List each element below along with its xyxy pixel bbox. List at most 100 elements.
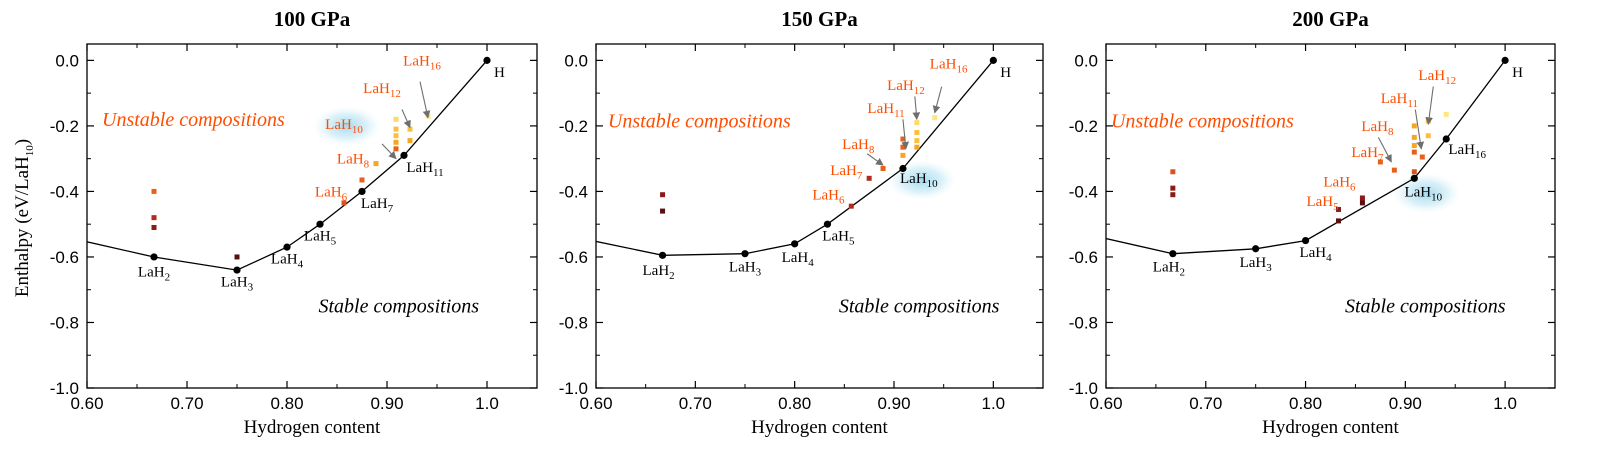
unstable-point xyxy=(359,177,365,183)
unstable-point-label-base: LaH xyxy=(1381,91,1408,107)
stable-point-label-sub: 2 xyxy=(1179,267,1185,279)
stable-point xyxy=(1410,174,1418,182)
stable-point-label-base: LaH xyxy=(1153,260,1180,276)
unstable-point-label-sub: 16 xyxy=(956,64,968,76)
unstable-point-label-base: LaH xyxy=(325,117,352,133)
x-tick-label: 1.0 xyxy=(475,394,499,413)
x-tick-label: 1.0 xyxy=(1493,394,1517,413)
unstable-point xyxy=(1411,134,1417,140)
y-tick-label: -0.6 xyxy=(50,248,79,267)
unstable-point-label-base: LaH xyxy=(830,163,857,179)
unstable-point-label-sub: 11 xyxy=(894,108,905,120)
unstable-point-label-sub: 8 xyxy=(869,144,875,156)
stable-point-label-base: LaH xyxy=(822,229,849,245)
panel-100gpa: 100 GPa 0.60 0.70 0.80 0.90 1.0 0.0 -0.2 -0.4 -0.… xyxy=(50,7,538,438)
unstable-point xyxy=(407,138,413,144)
unstable-point-label-sub: 6 xyxy=(1350,182,1356,194)
unstable-point-label-sub: 8 xyxy=(1388,126,1394,138)
y-tick-label: -0.2 xyxy=(50,117,79,136)
stable-point-label: LaH5 xyxy=(304,229,337,248)
y-tick-label: 0.0 xyxy=(564,51,588,70)
unstable-point-label: LaH8 xyxy=(842,137,875,156)
unstable-point xyxy=(1411,123,1417,129)
stable-point xyxy=(316,220,324,228)
stable-point-label: LaH4 xyxy=(782,250,815,269)
annotation-arrow xyxy=(1425,86,1434,126)
unstable-point xyxy=(914,144,920,150)
stable-point-label-base: H xyxy=(1512,65,1523,81)
unstable-point xyxy=(880,165,886,171)
panel-title: 150 GPa xyxy=(781,7,858,31)
unstable-point xyxy=(866,175,872,181)
unstable-point xyxy=(393,126,399,132)
stable-point-label: H xyxy=(1512,65,1523,81)
unstable-point xyxy=(1335,218,1341,224)
y-tick-label: -0.6 xyxy=(559,248,588,267)
stable-point xyxy=(283,243,291,251)
unstable-point-label-base: LaH xyxy=(337,152,364,168)
unstable-point xyxy=(151,224,157,230)
unstable-point xyxy=(393,133,399,139)
unstable-point-label-base: LaH xyxy=(363,81,390,97)
y-axis-label-main: Enthalpy (eV/LaH xyxy=(12,156,33,297)
y-tick-label: -1.0 xyxy=(50,379,79,398)
stable-point-label: H xyxy=(494,65,505,81)
region-label: Unstable compositions xyxy=(102,109,285,131)
unstable-point-label-base: LaH xyxy=(867,101,894,117)
stable-point-label-base: LaH xyxy=(1404,184,1431,200)
highlight-glow xyxy=(1392,173,1461,214)
y-axis-label-sub: 10 xyxy=(24,145,36,157)
unstable-point-label: LaH8 xyxy=(337,152,370,171)
unstable-point xyxy=(1377,159,1383,165)
stable-point-label: LaH3 xyxy=(1240,255,1273,274)
unstable-point xyxy=(1443,111,1449,117)
unstable-point xyxy=(900,144,906,150)
x-tick-label: 1.0 xyxy=(982,394,1006,413)
stable-point-label: LaH7 xyxy=(361,196,394,215)
stable-point xyxy=(483,56,491,64)
unstable-point xyxy=(660,192,666,198)
stable-point xyxy=(1442,135,1450,143)
stable-point-label-sub: 16 xyxy=(1475,149,1487,161)
unstable-point-label: LaH12 xyxy=(363,81,401,100)
unstable-point-label-sub: 12 xyxy=(914,85,925,97)
x-tick-label: 0.80 xyxy=(1289,394,1322,413)
annotation-arrow xyxy=(401,109,411,129)
annotation-arrow xyxy=(1414,109,1425,150)
unstable-point xyxy=(1425,133,1431,139)
unstable-point-label: LaH7 xyxy=(1351,145,1384,164)
stable-point-label-sub: 7 xyxy=(388,203,394,215)
unstable-point-label: LaH16 xyxy=(403,53,441,72)
stable-point xyxy=(358,187,366,196)
stable-point-label: LaH11 xyxy=(406,160,443,179)
unstable-point xyxy=(151,188,157,194)
annotation-arrow xyxy=(901,119,910,150)
y-axis-label-close: ) xyxy=(12,139,33,145)
y-tick-label: 0.0 xyxy=(1074,51,1098,70)
unstable-point-label: LaH7 xyxy=(830,163,863,182)
region-label: Stable compositions xyxy=(319,296,480,318)
stable-point-label-base: LaH xyxy=(1448,142,1475,158)
stable-point-label: LaH4 xyxy=(271,252,304,271)
plot-frame xyxy=(1105,43,1556,389)
unstable-point-label-sub: 7 xyxy=(857,170,863,182)
stable-point-label-base: LaH xyxy=(1240,255,1267,271)
unstable-point xyxy=(341,200,347,206)
stable-point xyxy=(1301,236,1310,245)
unstable-point xyxy=(373,161,379,167)
stable-point xyxy=(150,253,158,261)
stable-point-label-sub: 5 xyxy=(849,236,855,248)
panel-title: 100 GPa xyxy=(274,7,351,31)
plot-area xyxy=(596,56,997,259)
stable-point-label-sub: 10 xyxy=(1431,191,1443,203)
unstable-point-label: LaH6 xyxy=(1323,175,1356,194)
unstable-point-label-base: LaH xyxy=(842,137,869,153)
y-tick-label: -0.8 xyxy=(559,313,588,332)
stable-point xyxy=(400,151,408,159)
stable-point xyxy=(989,56,997,64)
y-tick-label: -0.8 xyxy=(50,313,79,332)
stable-point-label-base: LaH xyxy=(304,229,331,245)
unstable-point-label-base: LaH xyxy=(1306,194,1333,210)
plot-frame xyxy=(595,43,1044,389)
stable-point xyxy=(658,251,667,259)
